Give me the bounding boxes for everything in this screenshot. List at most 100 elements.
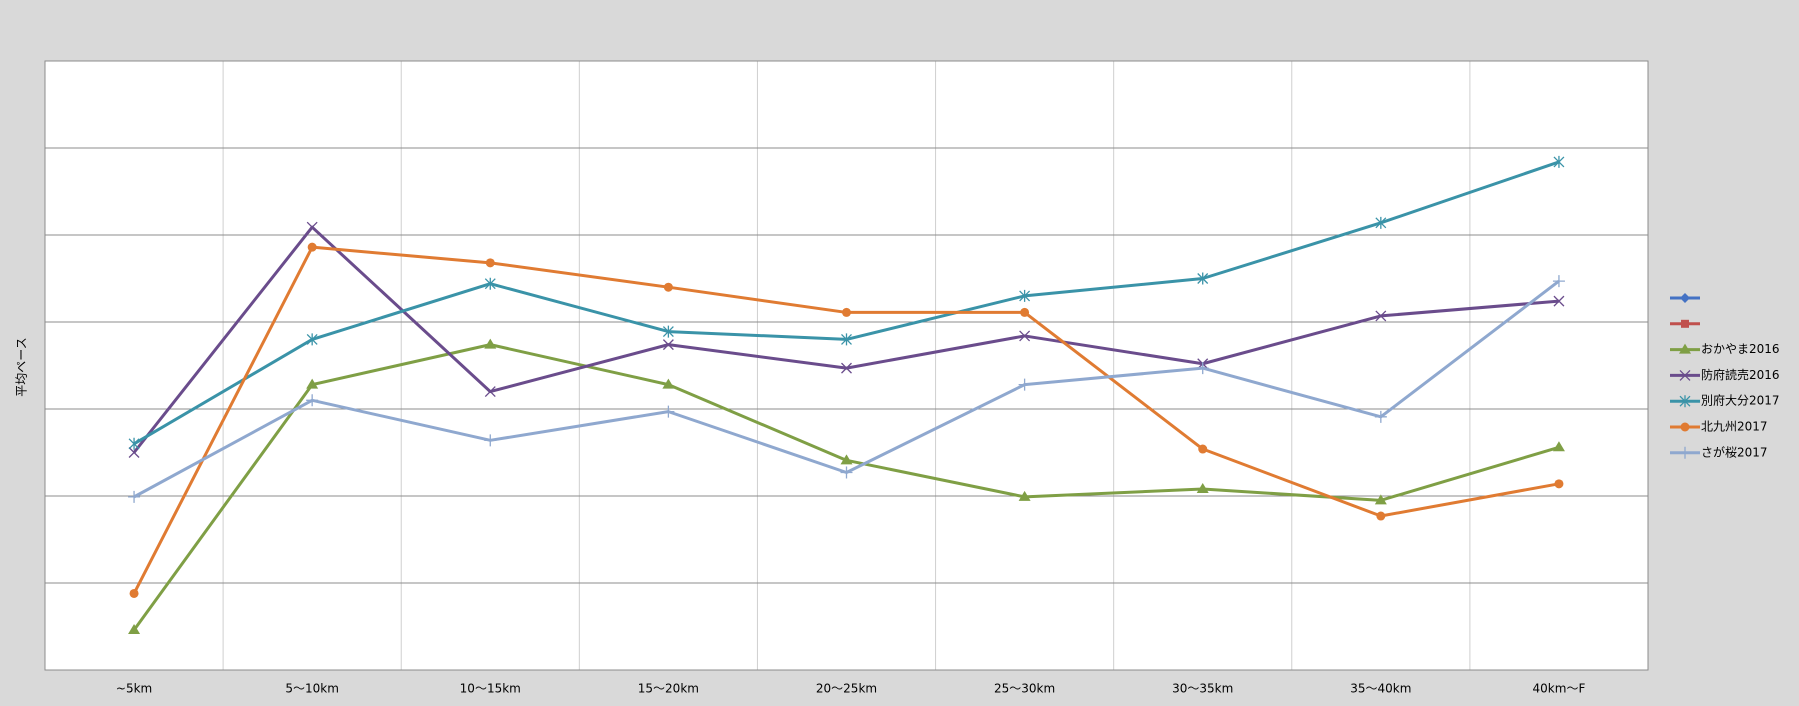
marker (306, 378, 319, 389)
marker-shape (129, 588, 139, 598)
marker (840, 454, 853, 465)
marker-shape (1374, 494, 1387, 505)
marker (1679, 343, 1691, 354)
marker (306, 333, 318, 346)
legend-label: 別府大分2017 (1701, 393, 1780, 408)
x-tick-label: 40km〜F (1533, 682, 1586, 696)
marker-shape (1553, 155, 1565, 168)
marker (1680, 422, 1690, 432)
plot-area (44, 60, 1649, 671)
marker-shape (1679, 446, 1691, 459)
marker (1680, 293, 1690, 303)
marker (1679, 395, 1691, 408)
marker-shape (128, 447, 140, 458)
marker-shape (1679, 395, 1691, 408)
marker (129, 588, 139, 598)
marker-shape (484, 277, 496, 290)
x-tick-label: 5〜10km (285, 682, 339, 696)
legend-label: さが桜2017 (1701, 444, 1768, 459)
marker-shape (1554, 479, 1564, 489)
marker-shape (485, 258, 495, 268)
x-tick-label: 15〜20km (638, 682, 699, 696)
marker-shape (1553, 295, 1565, 307)
marker (1553, 155, 1565, 168)
marker (128, 490, 141, 503)
marker (1679, 446, 1691, 459)
legend-label: 防府読売2016 (1701, 367, 1780, 382)
legend-label: おかやま2016 (1701, 342, 1780, 356)
marker (663, 282, 673, 292)
marker (1196, 483, 1209, 494)
marker-shape (1680, 422, 1690, 432)
marker (1375, 310, 1387, 322)
marker-shape (662, 405, 675, 418)
marker-shape (484, 386, 496, 398)
marker (484, 386, 496, 398)
marker-shape (663, 282, 673, 292)
marker-shape (840, 466, 853, 479)
marker (1019, 330, 1031, 342)
marker (842, 307, 851, 317)
marker-shape (1681, 319, 1689, 328)
x-tick-label: 10〜15km (460, 682, 521, 696)
marker (306, 394, 319, 407)
marker (662, 325, 674, 338)
marker-shape (662, 378, 675, 389)
x-tick-label: 20〜25km (816, 682, 877, 696)
marker-shape (1679, 343, 1691, 354)
marker-shape (1552, 441, 1565, 452)
marker-shape (128, 490, 141, 503)
marker-shape (841, 333, 852, 346)
marker-shape (128, 437, 140, 450)
marker-shape (1552, 275, 1565, 288)
marker-shape (662, 325, 674, 338)
marker-shape (1680, 293, 1690, 303)
marker-shape (1197, 272, 1209, 285)
marker (1018, 490, 1031, 501)
marker (128, 623, 141, 634)
marker (841, 362, 852, 374)
marker (1374, 494, 1387, 505)
marker (484, 434, 497, 447)
marker-shape (1019, 289, 1031, 302)
marker-shape (306, 333, 318, 346)
marker (128, 447, 140, 458)
marker-shape (1376, 511, 1386, 521)
marker (307, 242, 317, 252)
marker (1552, 275, 1565, 288)
marker (1554, 479, 1564, 489)
marker (1553, 295, 1565, 307)
marker (1376, 511, 1386, 521)
x-tick-label: ~5km (116, 682, 152, 696)
marker (662, 339, 674, 351)
marker-shape (1679, 369, 1691, 381)
marker (1374, 410, 1387, 423)
marker-shape (1196, 362, 1209, 375)
marker-shape (1198, 444, 1208, 454)
marker (840, 466, 853, 479)
marker (1679, 369, 1691, 381)
marker (841, 333, 852, 346)
marker-shape (841, 362, 852, 374)
marker (1681, 319, 1689, 328)
marker (1375, 216, 1387, 229)
x-tick-label: 30〜35km (1172, 682, 1233, 696)
marker (484, 277, 496, 290)
y-axis-label: 平均ペース (15, 337, 29, 396)
marker-shape (306, 378, 319, 389)
marker (662, 405, 675, 418)
marker (1552, 441, 1565, 452)
x-tick-label: 35〜40km (1350, 682, 1411, 696)
marker (1018, 378, 1031, 391)
marker (128, 437, 140, 450)
marker (1020, 307, 1030, 317)
marker-shape (128, 623, 141, 634)
marker-shape (484, 338, 497, 349)
marker-shape (1374, 410, 1387, 423)
marker-shape (840, 454, 853, 465)
marker-shape (307, 242, 317, 252)
marker-shape (662, 339, 674, 351)
marker-shape (1018, 490, 1031, 501)
legend-label: 北九州2017 (1701, 420, 1768, 434)
